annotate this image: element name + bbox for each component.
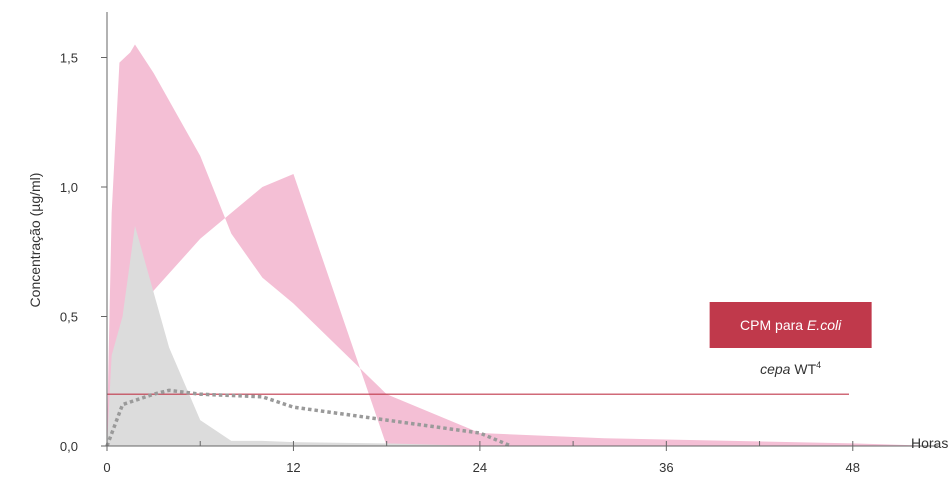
annotation: CPM para E.coli cepa WT4 — [709, 302, 872, 377]
ticks: 0,0 0,5 1,0 1,5 0 12 24 36 48 — [60, 51, 860, 476]
mic-strain-italic: cepa — [760, 361, 791, 377]
y-tick-label: 0,5 — [60, 310, 78, 325]
mic-label-text: CPM para E.coli — [740, 317, 842, 333]
y-tick-label: 0,0 — [60, 439, 78, 454]
x-tick-label: 12 — [286, 460, 300, 475]
x-tick-label: 36 — [659, 460, 673, 475]
series-band-area — [107, 44, 939, 447]
mic-strain-text: WT — [790, 361, 816, 377]
mic-label-box — [709, 302, 872, 348]
mic-strain-label: cepa WT4 — [760, 360, 821, 377]
plot-area — [105, 44, 939, 448]
y-axis-title: Concentração (µg/ml) — [27, 173, 43, 308]
x-tick-label: 0 — [103, 460, 110, 475]
mic-label-organism: E.coli — [807, 317, 842, 333]
series-dotted-line — [105, 388, 512, 448]
mic-label-prefix: CPM para — [740, 317, 807, 333]
y-tick-label: 1,5 — [60, 51, 78, 66]
axes — [106, 12, 938, 447]
x-tick-label: 48 — [846, 460, 860, 475]
x-axis-title: Horas — [911, 435, 948, 451]
series-filled-area — [107, 225, 480, 446]
x-tick-label: 24 — [473, 460, 487, 475]
mic-strain-ref: 4 — [816, 360, 821, 370]
y-tick-label: 1,0 — [60, 180, 78, 195]
